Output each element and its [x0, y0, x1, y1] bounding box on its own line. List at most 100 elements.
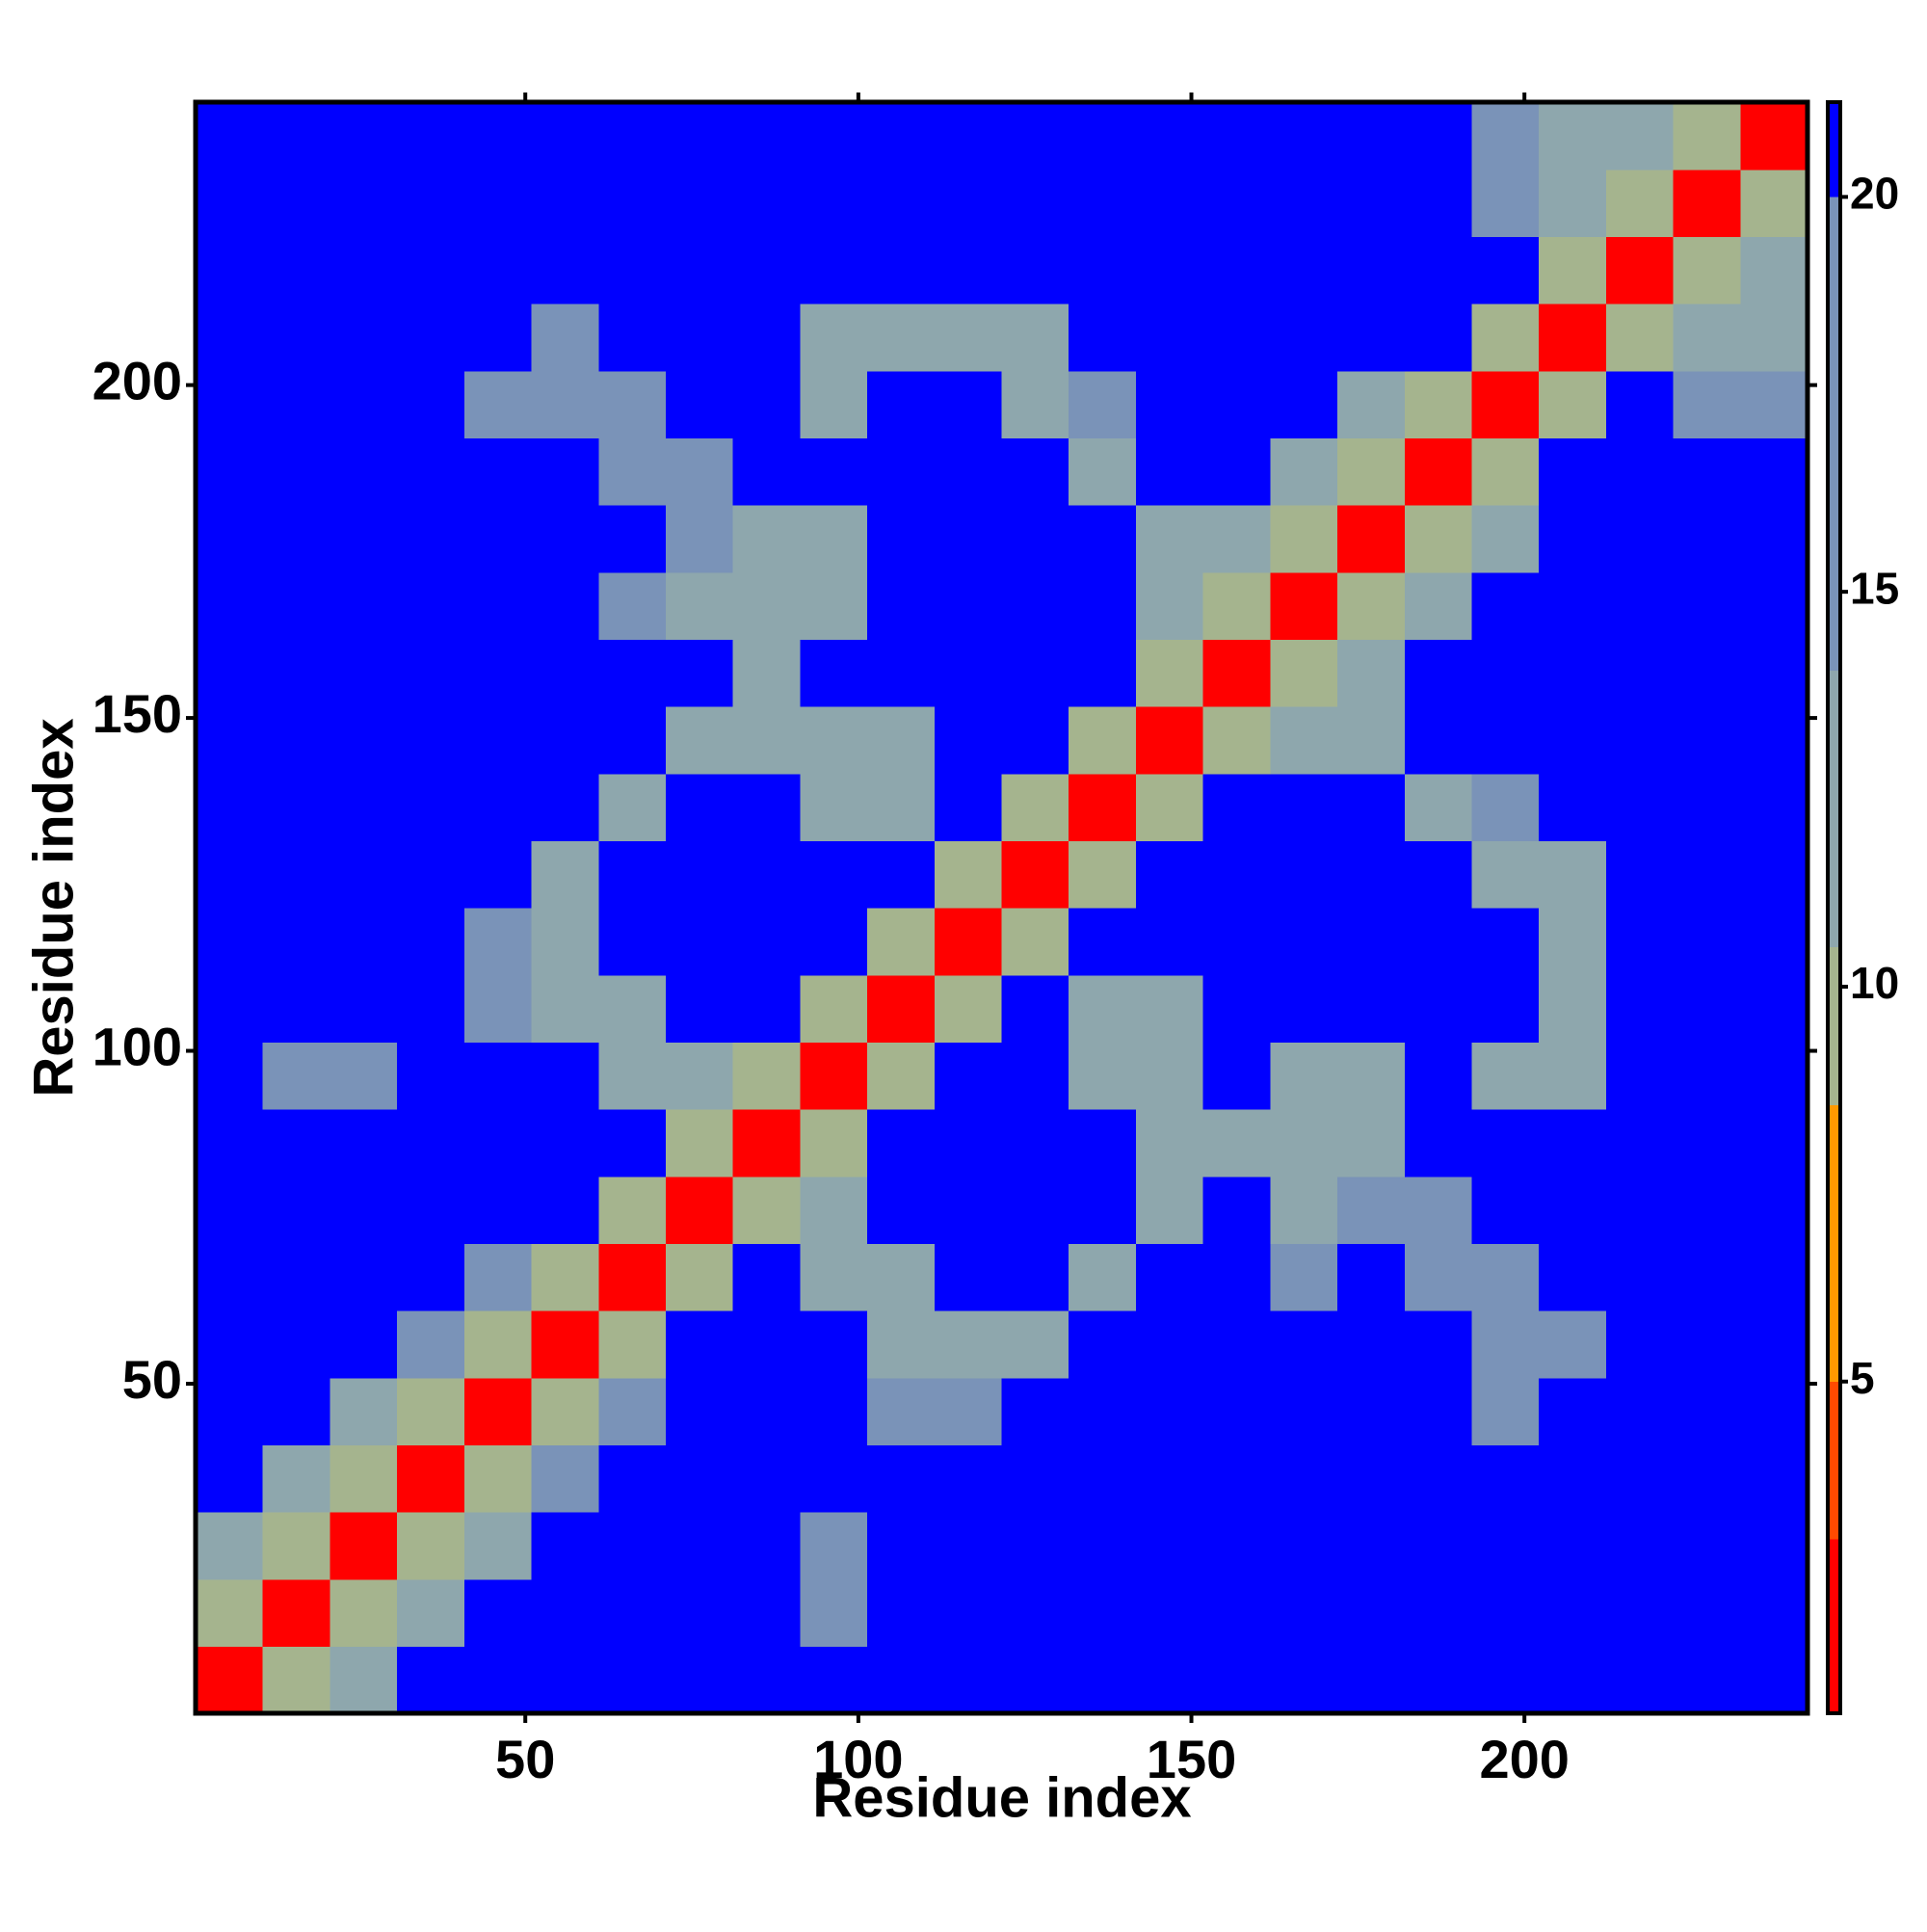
- heatmap-cell: [1069, 1377, 1137, 1445]
- heatmap-cell: [934, 1176, 1003, 1244]
- heatmap-cell: [1471, 974, 1540, 1043]
- heatmap-cell: [531, 908, 599, 976]
- x-axis-title: Residue index: [812, 1766, 1191, 1829]
- heatmap-cell: [1539, 1310, 1607, 1379]
- heatmap-cell: [463, 1646, 533, 1714]
- heatmap-cell: [1337, 1042, 1406, 1110]
- heatmap-cell: [1001, 1176, 1069, 1244]
- heatmap-cell: [1740, 840, 1808, 909]
- heatmap-cell: [463, 1042, 533, 1110]
- y-tick-label: 200: [92, 350, 182, 410]
- heatmap-cell: [463, 1109, 533, 1178]
- heatmap-cell: [262, 102, 331, 171]
- heatmap-cell: [1605, 1512, 1675, 1580]
- heatmap-cell: [867, 571, 936, 640]
- heatmap-cell: [1001, 370, 1069, 438]
- heatmap-cell: [1001, 236, 1069, 304]
- heatmap-cell: [397, 1109, 465, 1178]
- heatmap-cell: [1539, 773, 1607, 841]
- heatmap-cell: [665, 304, 734, 372]
- heatmap-cell: [598, 1176, 667, 1244]
- heatmap-cell: [1605, 1176, 1675, 1244]
- heatmap-cell: [867, 706, 936, 775]
- heatmap-cell: [196, 639, 264, 707]
- heatmap-cell: [1605, 505, 1675, 573]
- heatmap-cell: [1471, 1176, 1540, 1244]
- heatmap-cell: [1069, 1310, 1137, 1379]
- heatmap-cell: [1270, 908, 1338, 976]
- heatmap-cell: [1337, 773, 1406, 841]
- heatmap-cell: [463, 236, 533, 304]
- heatmap-cell: [1337, 1243, 1406, 1311]
- heatmap-cell: [1539, 1042, 1607, 1110]
- heatmap-cell: [1471, 908, 1540, 976]
- heatmap-cell: [1270, 840, 1338, 909]
- heatmap-cell: [1673, 236, 1741, 304]
- heatmap-cell: [531, 1512, 599, 1580]
- heatmap-cell: [531, 304, 599, 372]
- heatmap-cell: [1202, 1646, 1271, 1714]
- heatmap-cell: [1135, 1512, 1204, 1580]
- heatmap-cell: [397, 370, 465, 438]
- heatmap-cell: [665, 1646, 734, 1714]
- heatmap-cell: [1740, 1377, 1808, 1445]
- heatmap-cell: [1471, 840, 1540, 909]
- heatmap-cell: [262, 1243, 331, 1311]
- heatmap-cell: [1270, 773, 1338, 841]
- heatmap-cell: [397, 437, 465, 506]
- heatmap-cell: [1202, 505, 1271, 573]
- heatmap-cell: [531, 571, 599, 640]
- heatmap-cell: [598, 571, 667, 640]
- heatmap-cell: [1135, 236, 1204, 304]
- heatmap-cell: [800, 169, 868, 237]
- heatmap-cell: [1740, 639, 1808, 707]
- heatmap-cell: [598, 1243, 667, 1311]
- y-tick-label: 100: [92, 1016, 182, 1076]
- heatmap-cell: [1539, 102, 1607, 171]
- heatmap-cell: [867, 1243, 936, 1311]
- heatmap-cell: [262, 1109, 331, 1178]
- heatmap-cell: [1069, 706, 1137, 775]
- heatmap-cell: [1001, 102, 1069, 171]
- heatmap-cell: [1404, 706, 1473, 775]
- heatmap-cell: [665, 1512, 734, 1580]
- heatmap-cell: [1673, 169, 1741, 237]
- colorbar-segment: [1828, 1539, 1840, 1713]
- heatmap-cell: [1740, 370, 1808, 438]
- heatmap-cell: [1740, 1444, 1808, 1513]
- heatmap-cell: [665, 370, 734, 438]
- heatmap-cell: [1069, 1578, 1137, 1647]
- heatmap-cell: [1202, 1444, 1271, 1513]
- heatmap-cell: [1270, 1377, 1338, 1445]
- heatmap-cell: [1539, 1578, 1607, 1647]
- heatmap-cell: [598, 505, 667, 573]
- heatmap-cell: [330, 1646, 398, 1714]
- heatmap-cell: [531, 437, 599, 506]
- heatmap-cell: [598, 840, 667, 909]
- heatmap-cell: [1605, 437, 1675, 506]
- heatmap-cell: [262, 840, 331, 909]
- heatmap-cell: [262, 236, 331, 304]
- heatmap-cell: [800, 1578, 868, 1647]
- heatmap-cell: [330, 908, 398, 976]
- heatmap-cell: [934, 1310, 1003, 1379]
- heatmap-cell: [1539, 1243, 1607, 1311]
- heatmap-cell: [1202, 1109, 1271, 1178]
- heatmap-cell: [1471, 1444, 1540, 1513]
- heatmap-cell: [867, 1176, 936, 1244]
- heatmap-cell: [1270, 1243, 1338, 1311]
- heatmap-cell: [1404, 840, 1473, 909]
- heatmap-cell: [665, 102, 734, 171]
- heatmap-cell: [1605, 706, 1675, 775]
- heatmap-cell: [463, 571, 533, 640]
- heatmap-cell: [1740, 1512, 1808, 1580]
- heatmap-cell: [1539, 639, 1607, 707]
- heatmap-cell: [598, 706, 667, 775]
- heatmap-cell: [867, 1377, 936, 1445]
- heatmap-cell: [330, 974, 398, 1043]
- heatmap-cell: [867, 1042, 936, 1110]
- heatmap-cell: [531, 1109, 599, 1178]
- heatmap-cell: [330, 236, 398, 304]
- heatmap-cell: [1404, 1176, 1473, 1244]
